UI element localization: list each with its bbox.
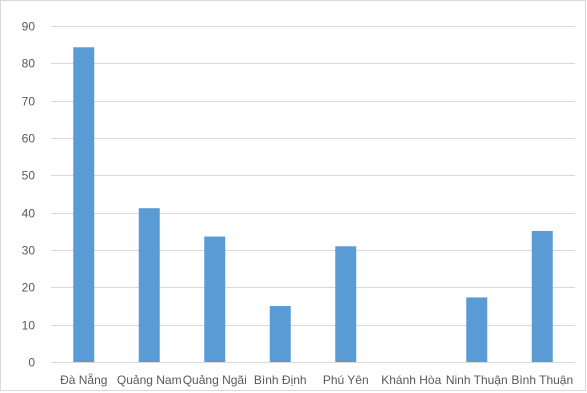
bar [73, 47, 95, 362]
bars [73, 47, 553, 362]
y-tick-label: 20 [22, 281, 36, 295]
y-axis-tick-labels: 0 10 20 30 40 50 60 70 80 90 [22, 20, 36, 370]
x-tick-label: Ninh Thuận [446, 373, 508, 387]
bar [531, 230, 553, 362]
y-tick-label: 90 [22, 20, 36, 34]
y-tick-label: 0 [28, 356, 35, 370]
y-tick-label: 60 [22, 132, 36, 146]
bar [138, 208, 160, 362]
y-tick-label: 30 [22, 244, 36, 258]
x-tick-label: Khánh Hòa [381, 373, 441, 387]
y-tick-label: 50 [22, 169, 36, 183]
gridlines [51, 26, 575, 363]
y-tick-label: 80 [22, 57, 36, 71]
bar [466, 297, 488, 362]
bar [269, 306, 291, 362]
x-tick-label: Quảng Ngãi [183, 373, 247, 387]
bar [204, 236, 226, 362]
y-tick-label: 70 [22, 95, 36, 109]
x-tick-label: Bình Định [254, 373, 307, 387]
bar [335, 246, 357, 362]
x-tick-label: Bình Thuận [511, 373, 573, 387]
x-axis-tick-labels: Đà Nẵng Quảng Nam Quảng Ngãi Bình Định Phú Y… [60, 372, 573, 387]
x-tick-label: Quảng Nam [117, 373, 182, 387]
x-tick-label: Phú Yên [323, 373, 369, 387]
y-tick-label: 40 [22, 207, 36, 221]
y-tick-label: 10 [22, 319, 36, 333]
x-tick-label: Đà Nẵng [60, 372, 107, 387]
